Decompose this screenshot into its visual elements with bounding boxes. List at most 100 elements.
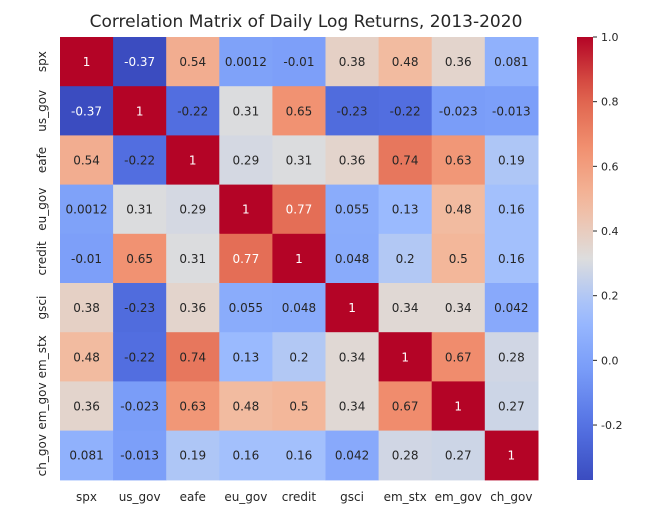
x-tick-label: ch_gov bbox=[490, 490, 532, 504]
y-tick-label: ch_gov bbox=[35, 434, 49, 476]
cell-value-label: -0.013 bbox=[120, 449, 159, 463]
y-tick-label: eafe bbox=[35, 147, 49, 173]
heatmap-cell bbox=[431, 135, 486, 186]
heatmap-cell bbox=[325, 86, 380, 136]
heatmap-cell bbox=[431, 430, 486, 481]
cell-value-label: -0.023 bbox=[120, 400, 159, 414]
cell-value-label: 0.27 bbox=[498, 400, 525, 414]
cell-value-label: 1 bbox=[242, 203, 250, 217]
cell-value-label: -0.23 bbox=[124, 301, 155, 315]
heatmap-cell bbox=[219, 233, 273, 284]
cell-value-label: 0.48 bbox=[445, 203, 472, 217]
cell-value-label: 0.77 bbox=[232, 252, 259, 266]
heatmap-cell bbox=[378, 37, 433, 87]
cell-value-label: 0.16 bbox=[498, 252, 525, 266]
cell-value-label: 0.13 bbox=[232, 350, 259, 364]
heatmap-cell bbox=[325, 283, 380, 333]
heatmap-cell bbox=[378, 135, 433, 186]
cell-value-label: 0.19 bbox=[498, 154, 525, 168]
heatmap-cell bbox=[431, 381, 486, 432]
x-tick-label: gsci bbox=[340, 490, 364, 504]
cell-value-label: -0.22 bbox=[124, 154, 155, 168]
colorbar-tick-label: 0.4 bbox=[601, 225, 619, 238]
x-tick-label: em_stx bbox=[384, 490, 427, 504]
cell-value-label: 0.048 bbox=[282, 301, 316, 315]
heatmap-cell bbox=[113, 135, 167, 186]
cell-value-label: 0.77 bbox=[286, 203, 313, 217]
heatmap-cell bbox=[166, 430, 220, 481]
heatmap-cell bbox=[484, 283, 539, 333]
heatmap-cell bbox=[166, 332, 220, 382]
heatmap-cell bbox=[272, 184, 327, 235]
cell-value-label: 0.65 bbox=[126, 252, 153, 266]
colorbar-tick-label: 0.0 bbox=[601, 354, 619, 367]
cell-value-label: 0.042 bbox=[335, 449, 369, 463]
heatmap-cell bbox=[431, 283, 486, 333]
heatmap-cell bbox=[113, 233, 167, 284]
cell-value-label: -0.01 bbox=[71, 252, 102, 266]
cell-value-label: 0.63 bbox=[179, 400, 206, 414]
heatmap-cell bbox=[219, 381, 273, 432]
cell-value-label: 0.31 bbox=[232, 104, 259, 118]
cell-value-label: 1 bbox=[136, 104, 144, 118]
cell-value-label: 0.16 bbox=[498, 203, 525, 217]
cell-value-label: 0.0012 bbox=[66, 203, 108, 217]
cell-value-label: 0.16 bbox=[286, 449, 313, 463]
cell-value-label: 0.081 bbox=[494, 55, 528, 69]
cell-value-label: 0.63 bbox=[445, 154, 472, 168]
heatmap-cell bbox=[60, 86, 114, 136]
x-tick-label: em_gov bbox=[435, 490, 482, 504]
cell-value-label: 0.048 bbox=[335, 252, 369, 266]
colorbar-tick-label: 0.6 bbox=[601, 160, 619, 173]
heatmap-cell bbox=[272, 381, 327, 432]
heatmap-cell bbox=[378, 233, 433, 284]
heatmap-cell bbox=[166, 283, 220, 333]
cell-value-label: 1 bbox=[454, 400, 462, 414]
x-tick-label: us_gov bbox=[119, 490, 161, 504]
cell-value-label: 0.74 bbox=[179, 350, 206, 364]
cell-value-label: -0.22 bbox=[390, 104, 421, 118]
heatmap-cell bbox=[272, 233, 327, 284]
cell-value-label: 0.29 bbox=[232, 154, 259, 168]
heatmap-cell bbox=[378, 86, 433, 136]
heatmap-cell bbox=[431, 86, 486, 136]
cell-value-label: 0.74 bbox=[392, 154, 419, 168]
cell-value-label: -0.22 bbox=[177, 104, 208, 118]
cell-value-label: 0.5 bbox=[289, 400, 308, 414]
x-tick-label: spx bbox=[76, 490, 97, 504]
heatmap-cell bbox=[113, 332, 167, 382]
cell-value-label: 0.2 bbox=[396, 252, 415, 266]
cell-value-label: 0.5 bbox=[449, 252, 468, 266]
colorbar-tick-label: 1.0 bbox=[601, 31, 619, 44]
cell-value-label: 1 bbox=[508, 449, 516, 463]
cell-value-label: 0.31 bbox=[179, 252, 206, 266]
heatmap-cell bbox=[113, 184, 167, 235]
heatmap-cell bbox=[325, 430, 380, 481]
heatmap-cell bbox=[113, 381, 167, 432]
y-tick-label: eu_gov bbox=[35, 188, 49, 231]
heatmap-cell bbox=[60, 135, 114, 186]
heatmap-cell bbox=[166, 233, 220, 284]
heatmap-cell bbox=[272, 86, 327, 136]
heatmap-cell bbox=[113, 283, 167, 333]
cell-value-label: 0.67 bbox=[445, 350, 472, 364]
heatmap-cell bbox=[60, 381, 114, 432]
heatmap-cell bbox=[113, 86, 167, 136]
heatmap-cell bbox=[378, 381, 433, 432]
cell-value-label: -0.01 bbox=[283, 55, 314, 69]
heatmap-cell bbox=[60, 332, 114, 382]
cell-value-label: 0.48 bbox=[392, 55, 419, 69]
chart-title: Correlation Matrix of Daily Log Returns,… bbox=[90, 12, 523, 32]
heatmap-cell bbox=[325, 233, 380, 284]
heatmap-cell bbox=[219, 283, 273, 333]
cell-value-label: 0.042 bbox=[494, 301, 528, 315]
cell-value-label: 1 bbox=[83, 55, 91, 69]
heatmap-cell bbox=[431, 233, 486, 284]
heatmap-cell bbox=[484, 86, 539, 136]
heatmap-cell bbox=[431, 37, 486, 87]
heatmap-cell bbox=[113, 430, 167, 481]
colorbar-tick-label: -0.2 bbox=[601, 419, 622, 432]
cell-value-label: 0.13 bbox=[392, 203, 419, 217]
cell-value-label: 0.28 bbox=[498, 350, 525, 364]
